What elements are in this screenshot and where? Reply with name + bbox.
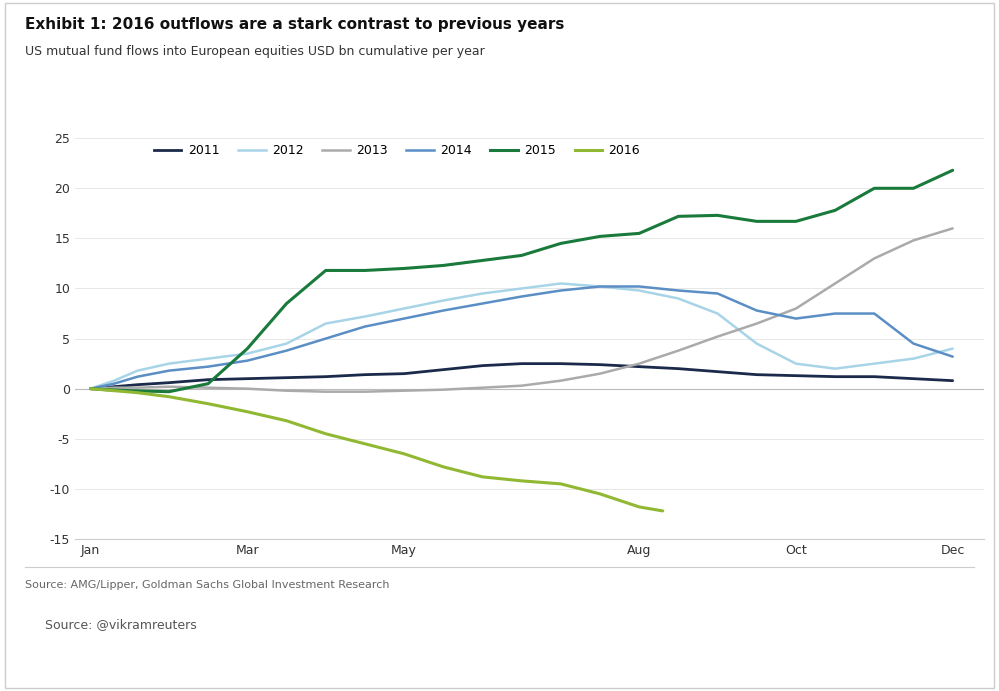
Text: Source: AMG/Lipper, Goldman Sachs Global Investment Research: Source: AMG/Lipper, Goldman Sachs Global…	[25, 580, 390, 590]
Text: US mutual fund flows into European equities USD bn cumulative per year: US mutual fund flows into European equit…	[25, 45, 485, 58]
Text: Exhibit 1: 2016 outflows are a stark contrast to previous years: Exhibit 1: 2016 outflows are a stark con…	[25, 17, 564, 32]
Legend: 2011, 2012, 2013, 2014, 2015, 2016: 2011, 2012, 2013, 2014, 2015, 2016	[154, 144, 640, 158]
Text: Source: @vikramreuters: Source: @vikramreuters	[45, 618, 197, 632]
